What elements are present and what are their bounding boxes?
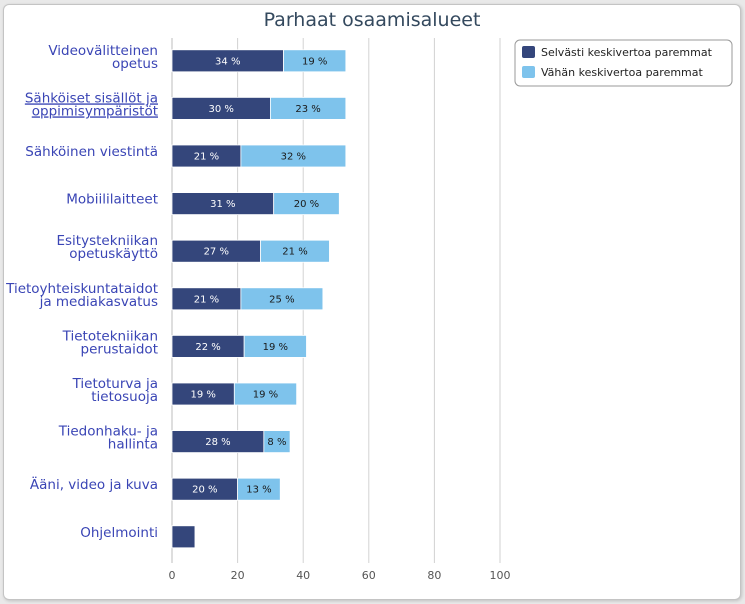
- category-label: hallinta: [108, 437, 158, 453]
- data-label: 27 %: [204, 247, 229, 258]
- data-label: 20 %: [294, 199, 319, 210]
- category-label: ja mediakasvatus: [39, 294, 158, 310]
- x-tick-label: 80: [427, 569, 441, 582]
- chart-title: Parhaat osaamisalueet: [264, 9, 481, 31]
- category-label: opetus: [112, 56, 158, 72]
- category-label: Mobiililaitteet: [66, 192, 158, 208]
- category-label[interactable]: oppimisympäristöt: [32, 103, 158, 119]
- bar-selvasti[interactable]: [171, 525, 196, 549]
- category-label: Ääni, video ja kuva: [30, 475, 158, 493]
- data-label: 13 %: [246, 485, 271, 496]
- data-label: 22 %: [195, 342, 220, 353]
- bar-vahan[interactable]: [240, 144, 347, 168]
- category-label: Tietoyhteiskuntataidot: [5, 281, 158, 297]
- x-tick-label: 0: [169, 569, 176, 582]
- x-tick-label: 60: [362, 569, 376, 582]
- data-label: 19 %: [302, 56, 327, 67]
- legend-item-label[interactable]: Vähän keskivertoa paremmat: [541, 66, 704, 79]
- category-label: perustaidot: [81, 341, 158, 357]
- data-label: 21 %: [194, 294, 219, 305]
- bar-vahan[interactable]: [283, 49, 347, 73]
- data-label: 19 %: [263, 342, 288, 353]
- category-label: Tietotekniikan: [62, 328, 158, 344]
- category-label: Ohjelmointi: [80, 525, 158, 541]
- legend-swatch[interactable]: [522, 66, 535, 78]
- data-label: 28 %: [205, 437, 230, 448]
- category-label[interactable]: Sähköiset sisällöt ja: [25, 90, 158, 106]
- legend-item-label[interactable]: Selvästi keskivertoa paremmat: [541, 46, 713, 59]
- data-label: 21 %: [194, 152, 219, 163]
- category-label: Sähköinen viestintä: [25, 144, 158, 160]
- bar-vahan[interactable]: [273, 192, 340, 216]
- category-label: Tiedonhaku- ja: [58, 424, 158, 440]
- data-label: 8 %: [267, 437, 286, 448]
- data-label: 19 %: [190, 390, 215, 401]
- bar-vahan[interactable]: [263, 430, 291, 454]
- bar-vahan[interactable]: [237, 477, 281, 501]
- category-label: tietosuoja: [91, 389, 158, 405]
- legend[interactable]: Selvästi keskivertoa paremmat Vähän keski…: [514, 39, 733, 87]
- category-label: opetuskäyttö: [69, 246, 158, 262]
- category-label: Videovälitteinen: [48, 43, 158, 59]
- bar-vahan[interactable]: [269, 97, 347, 120]
- data-label: 32 %: [281, 152, 306, 163]
- data-label: 25 %: [269, 294, 294, 305]
- data-label: 23 %: [295, 104, 320, 115]
- category-label: Tietoturva ja: [72, 376, 158, 392]
- data-label: 30 %: [208, 104, 233, 115]
- bar-vahan[interactable]: [260, 239, 330, 263]
- data-label: 34 %: [215, 56, 240, 67]
- bar-vahan[interactable]: [243, 334, 307, 358]
- data-label: 20 %: [192, 485, 217, 496]
- bar-vahan[interactable]: [240, 287, 324, 311]
- x-axis-ticks: 0 20 40 60 80 100: [169, 569, 511, 582]
- data-label: 19 %: [253, 390, 278, 401]
- x-tick-label: 100: [490, 569, 511, 582]
- legend-box: [514, 39, 733, 87]
- legend-swatch[interactable]: [522, 46, 535, 58]
- category-label: Esitystekniikan: [56, 233, 158, 249]
- x-tick-label: 20: [231, 569, 245, 582]
- bar-vahan[interactable]: [233, 382, 298, 406]
- data-label: 31 %: [210, 199, 235, 210]
- bars: 34 % 19 % 30 % 23 % 21 % 32 % 31 % 20 % 27 % 21 %…: [171, 49, 347, 549]
- chart-panel: [3, 4, 741, 600]
- x-tick-label: 40: [296, 569, 310, 582]
- data-label: 21 %: [282, 247, 307, 258]
- grid-lines: [171, 38, 501, 563]
